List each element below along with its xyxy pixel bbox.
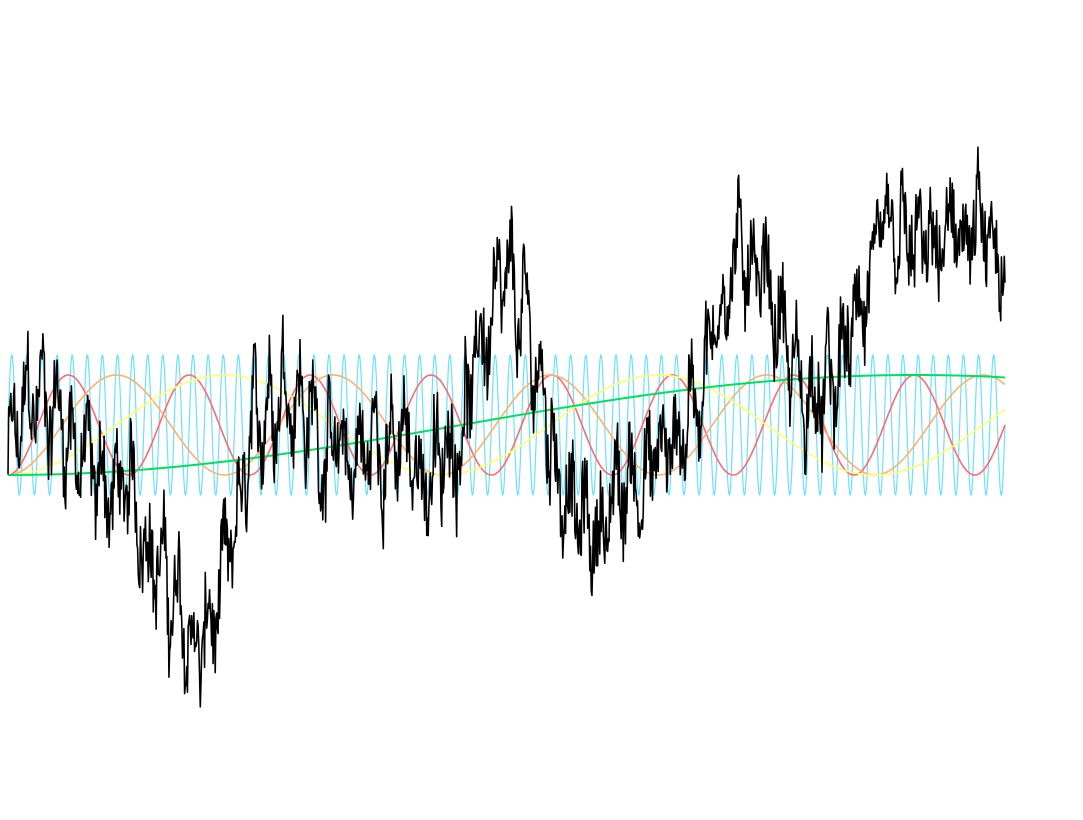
sine-series-line	[7, 374, 1006, 476]
sine-series-line	[7, 354, 1006, 496]
composite-series-line	[7, 146, 1006, 708]
plot-group	[7, 146, 1006, 708]
sine-series-line	[7, 374, 1006, 476]
sine-series-line	[7, 374, 1006, 476]
